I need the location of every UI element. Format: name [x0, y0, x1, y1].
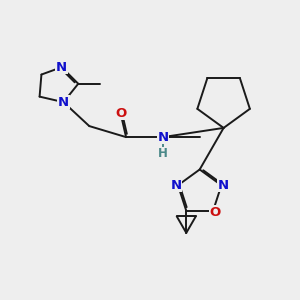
Text: N: N [218, 179, 229, 192]
Text: O: O [209, 206, 220, 219]
Text: N: N [171, 179, 182, 192]
Text: N: N [56, 61, 67, 74]
Text: H: H [158, 147, 168, 160]
Text: O: O [115, 107, 126, 120]
Text: N: N [157, 130, 168, 144]
Text: N: N [58, 96, 69, 109]
